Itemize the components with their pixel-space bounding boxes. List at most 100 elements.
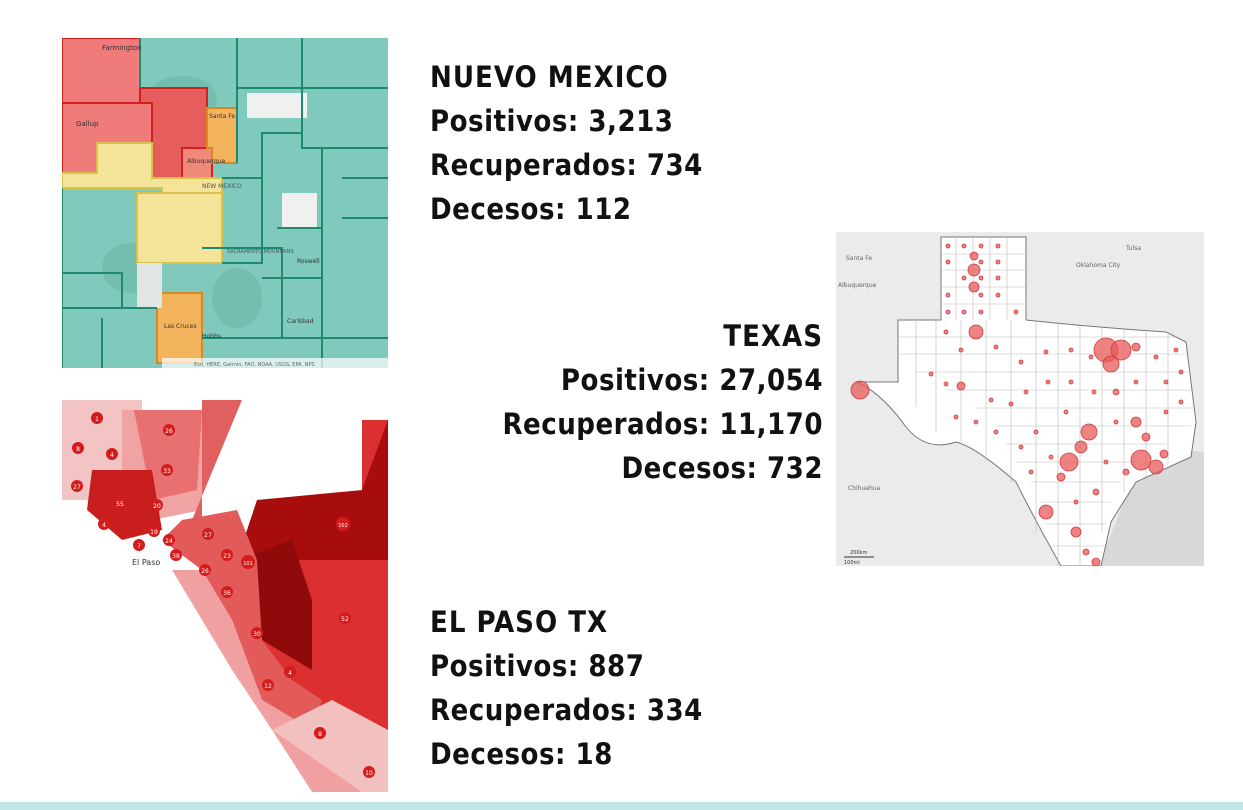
el-paso-map: 1 26 8 4 33 27 55 20 4 7 19 24 38 xyxy=(62,400,388,792)
ep-marker-label: 4 xyxy=(110,452,114,459)
ep-marker-label: 8 xyxy=(318,731,322,738)
ep-marker-label: 8 xyxy=(76,446,80,453)
ep-marker xyxy=(133,539,145,551)
nm-label: Albuquerque xyxy=(187,158,226,165)
ep-marker xyxy=(202,528,214,540)
nuevo-mexico-positivos: Positivos: 3,213 xyxy=(430,99,703,143)
nm-label: Santa Fe xyxy=(209,113,235,120)
recuperados-value: 734 xyxy=(646,148,703,182)
recuperados-label: Recuperados: xyxy=(430,148,638,182)
el-paso-title: EL PASO TX xyxy=(430,605,609,639)
decesos-label: Decesos: xyxy=(621,451,758,485)
nm-credit-bg xyxy=(162,358,388,368)
nuevo-mexico-map-svg: Farmington Gallup Santa Fe Albuquerque N… xyxy=(62,38,388,368)
ep-marker-label: 1 xyxy=(95,416,99,423)
positivos-value: 887 xyxy=(588,649,645,683)
nm-label: Las Cruces xyxy=(164,323,197,330)
ep-marker-label: 30 xyxy=(253,631,261,638)
recuperados-value: 334 xyxy=(646,693,703,727)
ep-marker-label: 33 xyxy=(163,468,171,475)
positivos-value: 27,054 xyxy=(719,363,823,397)
texas-title: TEXAS xyxy=(723,319,823,353)
tx-scale-mi: 100mi xyxy=(844,560,860,566)
ep-marker-label: 27 xyxy=(73,484,81,491)
ep-area-light xyxy=(272,700,388,792)
ep-area-mid xyxy=(192,400,242,520)
decesos-value: 112 xyxy=(575,192,632,226)
ep-marker-label: 4 xyxy=(288,670,292,677)
recuperados-value: 11,170 xyxy=(719,407,823,441)
nm-county-gray xyxy=(247,93,307,118)
ep-marker-label: 7 xyxy=(137,543,141,550)
ep-marker-label: 24 xyxy=(165,538,173,545)
decesos-label: Decesos: xyxy=(430,192,566,226)
ep-marker-label: 36 xyxy=(223,590,231,597)
el-paso-decesos: Decesos: 18 xyxy=(430,732,703,776)
ep-marker-label: 19 xyxy=(150,529,158,536)
footer-accent-bar xyxy=(0,802,1243,810)
el-paso-stats: EL PASO TX Positivos: 887 Recuperados: 3… xyxy=(430,600,703,776)
texas-map-svg: Santa Fe Albuquerque Tulsa Oklahoma City… xyxy=(836,232,1204,566)
ep-marker xyxy=(114,497,126,509)
el-paso-positivos: Positivos: 887 xyxy=(430,644,703,688)
nm-credit: Esri, HERE, Garmin, FAO, NOAA, USGS, EPA… xyxy=(194,362,315,368)
el-paso-recuperados: Recuperados: 334 xyxy=(430,688,703,732)
ep-marker xyxy=(221,586,233,598)
nuevo-mexico-stats: NUEVO MEXICO Positivos: 3,213 Recuperado… xyxy=(430,55,703,231)
nm-label: NEW MEXICO xyxy=(202,183,242,190)
nuevo-mexico-map: Farmington Gallup Santa Fe Albuquerque N… xyxy=(62,38,388,368)
nm-county-yellow xyxy=(136,192,223,264)
ep-marker xyxy=(163,424,175,436)
ep-city-label: El Paso xyxy=(132,558,160,567)
recuperados-label: Recuperados: xyxy=(430,693,638,727)
texas-map: Santa Fe Albuquerque Tulsa Oklahoma City… xyxy=(836,232,1204,566)
ep-mexico xyxy=(62,500,312,792)
texas-decesos: Decesos: 732 xyxy=(502,446,823,490)
nm-label: Hobbs xyxy=(202,333,221,340)
nm-label: SACRAMENTO MOUNTAINS xyxy=(227,249,294,255)
nuevo-mexico-decesos: Decesos: 112 xyxy=(430,187,703,231)
recuperados-label: Recuperados: xyxy=(502,407,710,441)
positivos-value: 3,213 xyxy=(588,104,674,138)
tx-scale-km: 200km xyxy=(850,550,867,556)
nm-label: Farmington xyxy=(102,44,142,52)
texas-stats: TEXAS Positivos: 27,054 Recuperados: 11,… xyxy=(502,314,823,490)
ep-marker-label: 4 xyxy=(102,522,106,529)
ep-marker xyxy=(98,518,110,530)
nm-label: Gallup xyxy=(76,120,99,128)
texas-recuperados: Recuperados: 11,170 xyxy=(502,402,823,446)
nuevo-mexico-recuperados: Recuperados: 734 xyxy=(430,143,703,187)
nm-county-gray xyxy=(282,193,317,228)
ep-marker xyxy=(91,412,103,424)
nm-label: Roswell xyxy=(297,258,320,265)
ep-marker xyxy=(262,679,274,691)
ep-marker-label: 20 xyxy=(153,503,161,510)
el-paso-map-svg: 1 26 8 4 33 27 55 20 4 7 19 24 38 xyxy=(62,400,388,792)
ep-marker-label: 38 xyxy=(172,553,180,560)
tx-label: Tulsa xyxy=(1125,245,1141,252)
ep-marker-label: 52 xyxy=(341,616,349,623)
ep-marker xyxy=(241,555,255,569)
ep-marker-label: 101 xyxy=(243,561,253,567)
ep-marker xyxy=(71,480,83,492)
positivos-label: Positivos: xyxy=(560,363,710,397)
decesos-value: 732 xyxy=(767,451,823,485)
ep-marker xyxy=(72,442,84,454)
nuevo-mexico-title: NUEVO MEXICO xyxy=(430,60,669,94)
texas-positivos: Positivos: 27,054 xyxy=(502,358,823,402)
ep-marker-label: 27 xyxy=(204,532,212,539)
ep-marker xyxy=(251,627,263,639)
ep-marker xyxy=(199,564,211,576)
ep-marker xyxy=(161,464,173,476)
ep-marker-label: 102 xyxy=(338,523,348,529)
ep-marker xyxy=(170,549,182,561)
ep-marker-label: 12 xyxy=(264,683,272,690)
nm-terrain xyxy=(212,268,262,328)
ep-marker-label: 23 xyxy=(223,553,231,560)
ep-marker xyxy=(314,727,326,739)
tx-bubbles xyxy=(850,243,1184,566)
ep-marker xyxy=(284,666,296,678)
ep-marker xyxy=(106,448,118,460)
tx-label: Chihuahua xyxy=(848,485,881,492)
decesos-value: 18 xyxy=(575,737,613,771)
